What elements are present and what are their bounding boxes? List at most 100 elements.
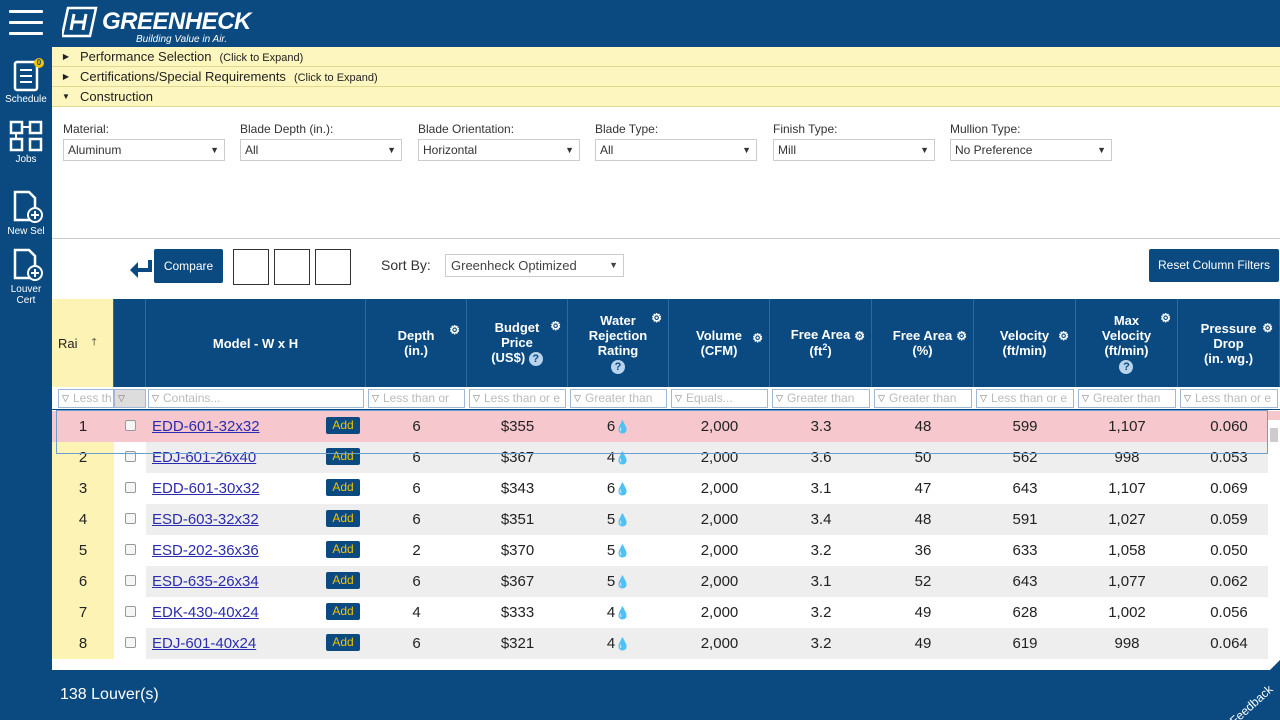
row-checkbox[interactable] xyxy=(124,636,136,648)
column-header-model[interactable]: Model - W x H xyxy=(146,299,366,387)
rank-filter-input[interactable]: Less th xyxy=(58,389,114,408)
compare-slot-3[interactable] xyxy=(315,249,351,285)
header-label: Depth xyxy=(397,328,435,343)
volume-filter-input[interactable]: Equals... xyxy=(671,389,768,408)
table-row[interactable]: 2 EDJ-601-26x40 Add 6 $367 4💧 2,000 3.6 50 562 998… xyxy=(52,442,1280,473)
accordion-construction[interactable]: ▼ Construction xyxy=(52,87,1280,107)
column-header-free-area-pct[interactable]: Free Area (%) ⚙ xyxy=(872,299,974,387)
table-row[interactable]: 1 EDD-601-32x32 Add 6 $355 6💧 2,000 3.3 48 599 1,1… xyxy=(52,411,1280,442)
depth-cell: 6 xyxy=(412,573,421,590)
row-checkbox[interactable] xyxy=(124,543,136,555)
feedback-tab[interactable]: Feedback xyxy=(1170,660,1280,720)
accordion-performance-selection[interactable]: ▶ Performance Selection (Click to Expand) xyxy=(52,47,1280,67)
model-link[interactable]: ESD-202-36x36 xyxy=(152,542,259,559)
free-area-pct-filter-input[interactable]: Greater than xyxy=(874,389,972,408)
select-value: Aluminum xyxy=(68,143,122,157)
column-header-select xyxy=(114,299,146,387)
blade-depth-select[interactable]: All ▼ xyxy=(240,139,402,161)
model-link[interactable]: EDD-601-30x32 xyxy=(152,480,260,497)
table-row[interactable]: 5 ESD-202-36x36 Add 2 $370 5💧 2,000 3.2 36 633 1,0… xyxy=(52,535,1280,566)
blade-orientation-select[interactable]: Horizontal ▼ xyxy=(418,139,580,161)
row-checkbox[interactable] xyxy=(124,419,136,431)
add-button[interactable]: Add xyxy=(326,479,360,496)
column-header-rank[interactable]: Rai 🡑 xyxy=(52,299,114,387)
help-icon[interactable]: ? xyxy=(1119,359,1134,374)
column-settings-gear-icon[interactable]: ⚙ xyxy=(449,323,460,337)
mullion-type-select[interactable]: No Preference ▼ xyxy=(950,139,1112,161)
model-link[interactable]: EDJ-601-40x24 xyxy=(152,635,257,652)
depth-cell: 6 xyxy=(412,480,421,497)
table-row[interactable]: 4 ESD-603-32x32 Add 6 $351 5💧 2,000 3.4 48 591 1,0… xyxy=(52,504,1280,535)
filter-label: Mullion Type: xyxy=(950,122,1021,136)
velocity-filter-input[interactable]: Less than or e xyxy=(976,389,1074,408)
model-link[interactable]: ESD-603-32x32 xyxy=(152,511,259,528)
louver-results-grid: Rai 🡑 Model - W x H Depth (in.) ⚙ Budget P… xyxy=(52,299,1280,670)
model-link[interactable]: EDK-430-40x24 xyxy=(152,604,259,621)
table-row[interactable]: 6 ESD-635-26x34 Add 6 $367 5💧 2,000 3.1 52 643 1,0… xyxy=(52,566,1280,597)
help-icon[interactable]: ? xyxy=(610,359,625,374)
add-button[interactable]: Add xyxy=(326,572,360,589)
help-icon[interactable]: ? xyxy=(528,352,543,366)
model-link[interactable]: EDJ-601-26x40 xyxy=(152,449,257,466)
column-header-velocity[interactable]: Velocity (ft/min) ⚙ xyxy=(974,299,1076,387)
row-checkbox[interactable] xyxy=(124,481,136,493)
model-link[interactable]: ESD-635-26x34 xyxy=(152,573,259,590)
finish-type-select[interactable]: Mill ▼ xyxy=(773,139,935,161)
table-row[interactable]: 3 EDD-601-30x32 Add 6 $343 6💧 2,000 3.1 47 643 1,1… xyxy=(52,473,1280,504)
compare-slot-1[interactable] xyxy=(233,249,269,285)
reset-column-filters-button[interactable]: Reset Column Filters xyxy=(1149,249,1279,282)
compare-button[interactable]: Compare xyxy=(154,249,223,283)
model-filter-input[interactable]: Contains... xyxy=(148,389,364,408)
depth-cell: 4 xyxy=(412,604,421,621)
column-header-volume[interactable]: Volume (CFM) ⚙ xyxy=(669,299,770,387)
grid-scrollbar[interactable] xyxy=(1268,420,1280,670)
nav-item-new-sel[interactable]: New Sel xyxy=(0,190,52,237)
column-settings-gear-icon[interactable]: ⚙ xyxy=(752,331,763,345)
add-button[interactable]: Add xyxy=(326,603,360,620)
nav-item-jobs[interactable]: Jobs xyxy=(0,120,52,165)
column-header-water-rejection[interactable]: Water Rejection Rating? ⚙ xyxy=(568,299,669,387)
free-area-ft-filter-input[interactable]: Greater than xyxy=(772,389,870,408)
column-settings-gear-icon[interactable]: ⚙ xyxy=(651,311,662,325)
price-filter-input[interactable]: Less than or e xyxy=(469,389,566,408)
add-button[interactable]: Add xyxy=(326,634,360,651)
table-row[interactable]: 7 EDK-430-40x24 Add 4 $333 4💧 2,000 3.2 49 628 1,0… xyxy=(52,597,1280,628)
nav-item-schedule[interactable]: 0 Schedule xyxy=(0,58,52,105)
hamburger-menu-icon[interactable] xyxy=(9,10,43,36)
rank-cell: 6 xyxy=(52,566,114,597)
scrollbar-thumb[interactable] xyxy=(1270,428,1278,442)
row-checkbox[interactable] xyxy=(124,574,136,586)
depth-filter-input[interactable]: Less than or xyxy=(368,389,465,408)
column-settings-gear-icon[interactable]: ⚙ xyxy=(550,319,561,333)
column-settings-gear-icon[interactable]: ⚙ xyxy=(956,329,967,343)
column-header-budget-price[interactable]: Budget Price (US$) ? ⚙ xyxy=(467,299,568,387)
material-select[interactable]: Aluminum ▼ xyxy=(63,139,225,161)
price-cell: $321 xyxy=(500,635,535,652)
add-button[interactable]: Add xyxy=(326,448,360,465)
column-settings-gear-icon[interactable]: ⚙ xyxy=(1058,329,1069,343)
add-button[interactable]: Add xyxy=(326,510,360,527)
row-checkbox[interactable] xyxy=(124,450,136,462)
pressure-drop-filter-input[interactable]: Less than or e xyxy=(1180,389,1278,408)
column-settings-gear-icon[interactable]: ⚙ xyxy=(854,329,865,343)
add-button[interactable]: Add xyxy=(326,541,360,558)
nav-item-louver-cert[interactable]: Louver Cert xyxy=(0,248,52,306)
max-velocity-filter-input[interactable]: Greater than xyxy=(1078,389,1176,408)
sort-by-select[interactable]: Greenheck Optimized ▼ xyxy=(445,254,624,277)
row-checkbox[interactable] xyxy=(124,605,136,617)
column-header-depth[interactable]: Depth (in.) ⚙ xyxy=(366,299,467,387)
column-header-max-velocity[interactable]: Max Velocity (ft/min)? ⚙ xyxy=(1076,299,1178,387)
column-header-pressure-drop[interactable]: Pressure Drop (in. wg.) ⚙ xyxy=(1178,299,1280,387)
column-settings-gear-icon[interactable]: ⚙ xyxy=(1262,321,1273,335)
row-checkbox[interactable] xyxy=(124,512,136,524)
column-settings-gear-icon[interactable]: ⚙ xyxy=(1160,311,1171,325)
model-link[interactable]: EDD-601-32x32 xyxy=(152,418,260,435)
table-row[interactable]: 8 EDJ-601-40x24 Add 6 $321 4💧 2,000 3.2 49 619 998… xyxy=(52,628,1280,659)
compare-slot-2[interactable] xyxy=(274,249,310,285)
add-button[interactable]: Add xyxy=(326,417,360,434)
column-header-free-area-ft[interactable]: Free Area (ft2) ⚙ xyxy=(770,299,872,387)
accordion-certifications[interactable]: ▶ Certifications/Special Requirements (Cli… xyxy=(52,67,1280,87)
blade-type-select[interactable]: All ▼ xyxy=(595,139,757,161)
water-rejection-filter-input[interactable]: Greater than xyxy=(570,389,667,408)
jobs-icon xyxy=(9,120,43,152)
